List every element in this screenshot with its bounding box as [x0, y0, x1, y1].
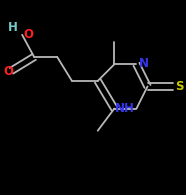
- Text: O: O: [3, 65, 13, 78]
- Text: H: H: [8, 21, 17, 34]
- Text: O: O: [23, 28, 33, 41]
- Text: S: S: [176, 80, 184, 93]
- Text: N: N: [139, 58, 148, 70]
- Text: NH: NH: [115, 102, 135, 115]
